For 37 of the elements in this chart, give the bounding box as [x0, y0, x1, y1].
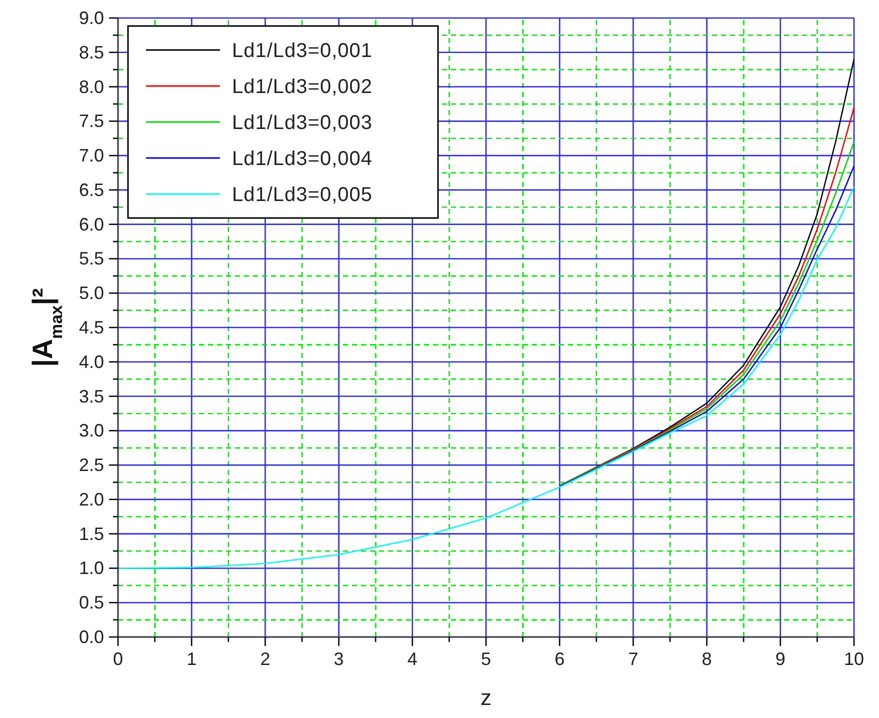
y-tick-label: 1.0 — [78, 558, 104, 578]
y-tick-label: 7.5 — [78, 111, 104, 132]
x-tick-label: 7 — [628, 649, 638, 669]
y-tick-label: 2.5 — [78, 455, 104, 476]
x-tick-label: 2 — [260, 649, 270, 669]
x-tick-label: 0 — [112, 649, 124, 669]
y-tick-label: 0.5 — [78, 592, 104, 613]
x-tick-label: 3 — [334, 649, 344, 669]
y-tick-label: 1.5 — [78, 524, 104, 544]
y-tick-label: 5.0 — [78, 283, 104, 304]
line-series — [117, 186, 855, 569]
y-tick-label: 3.5 — [78, 386, 104, 406]
y-tick-label: 9.0 — [78, 8, 104, 28]
x-tick-label: 6 — [554, 649, 565, 669]
x-tick-label: 9 — [775, 649, 786, 669]
x-tick-label: 1 — [186, 649, 197, 669]
legend-label: Ld1/Ld3=0,003 — [232, 112, 373, 134]
x-tick-label: 4 — [407, 649, 418, 669]
y-tick-label: 8.5 — [78, 42, 104, 62]
y-tick-label: 5.5 — [78, 248, 104, 269]
x-axis-title: z — [480, 685, 492, 710]
y-tick-label: 3.0 — [78, 420, 104, 441]
legend-label: Ld1/Ld3=0,002 — [232, 76, 373, 98]
y-tick-label: 6.0 — [78, 214, 104, 234]
legend-label: Ld1/Ld3=0,005 — [232, 184, 373, 206]
y-tick-label: 6.5 — [78, 180, 104, 200]
legend-label: Ld1/Ld3=0,004 — [232, 148, 373, 170]
legend-label: Ld1/Ld3=0,001 — [232, 40, 373, 62]
y-tick-label: 7.0 — [78, 146, 104, 166]
y-tick-label: 0.0 — [78, 627, 104, 647]
y-tick-label: 4.5 — [78, 318, 104, 338]
y-tick-label: 2.0 — [78, 489, 104, 510]
y-tick-label: 8.0 — [78, 76, 104, 97]
x-tick-label: 8 — [702, 649, 712, 669]
x-tick-label: 10 — [844, 649, 864, 669]
y-tick-label: 4.0 — [78, 352, 104, 372]
x-tick-label: 5 — [480, 649, 492, 669]
